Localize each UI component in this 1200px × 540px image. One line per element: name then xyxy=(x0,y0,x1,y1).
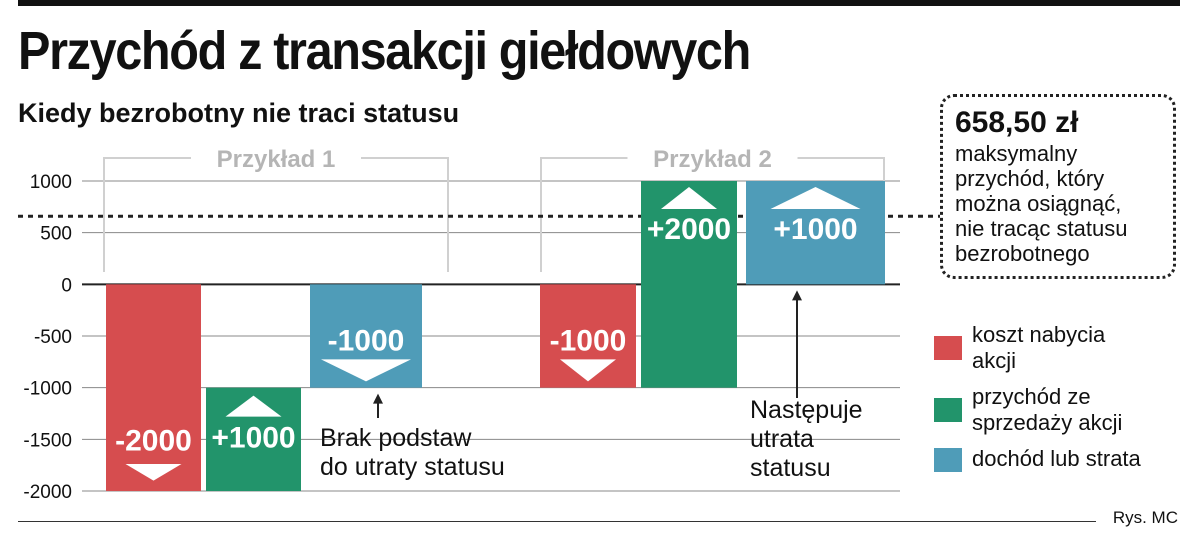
legend-swatch-cost xyxy=(934,336,962,360)
callout-amount: 658,50 zł xyxy=(955,106,1079,139)
arrow-down-icon xyxy=(125,464,182,481)
arrow-down-icon xyxy=(321,359,411,382)
credit: Rys. MC xyxy=(1112,508,1178,527)
annotation-arrowhead-icon xyxy=(792,290,802,301)
legend-label-line: koszt nabycia xyxy=(972,322,1106,347)
annotation-text: utrata xyxy=(750,425,814,453)
y-tick-label: -1500 xyxy=(23,430,72,451)
annotation-text: statusu xyxy=(750,454,831,482)
group-bracket xyxy=(103,157,449,272)
bar-value-label: -2000 xyxy=(115,424,192,457)
arrow-up-icon xyxy=(225,395,282,417)
y-tick-label: -2000 xyxy=(23,482,72,503)
arrow-up-icon xyxy=(770,187,861,209)
y-tick-label: -500 xyxy=(34,327,72,348)
legend-label-line: sprzedaży akcji xyxy=(972,410,1123,435)
legend-label-result: dochód lub strata xyxy=(972,446,1141,472)
legend-item-cost: koszt nabycia akcji xyxy=(934,322,1184,374)
bar-revenue xyxy=(641,181,737,388)
callout-line: można osiągnąć, xyxy=(955,191,1122,216)
legend: koszt nabycia akcji przychód ze sprzedaż… xyxy=(934,322,1184,482)
legend-label-cost: koszt nabycia akcji xyxy=(972,322,1105,374)
y-tick-label: 1000 xyxy=(30,172,72,193)
callout-line: maksymalny xyxy=(955,141,1078,166)
legend-label-line: dochód lub strata xyxy=(972,446,1141,471)
group-label: Przykład 2 xyxy=(653,146,772,173)
max-income-callout: 658,50 zł maksymalny przychód, który moż… xyxy=(940,94,1176,279)
chart-title: Przychód z transakcji giełdowych xyxy=(18,21,751,81)
y-tick-label: 0 xyxy=(61,275,72,296)
callout-line: przychód, który xyxy=(955,166,1105,191)
annotation-text: Brak podstaw xyxy=(320,424,472,452)
legend-item-result: dochód lub strata xyxy=(934,446,1184,472)
legend-swatch-revenue xyxy=(934,398,962,422)
chart-subtitle: Kiedy bezrobotny nie traci statusu xyxy=(18,98,460,128)
callout-line: bezrobotnego xyxy=(955,241,1090,266)
y-tick-label: 500 xyxy=(40,224,72,245)
group-label: Przykład 1 xyxy=(217,146,336,173)
bar-cost xyxy=(106,284,201,491)
legend-swatch-result xyxy=(934,448,962,472)
bar-value-label: -1000 xyxy=(328,324,405,357)
arrow-up-icon xyxy=(661,187,717,209)
bar-value-label: +1000 xyxy=(211,422,295,455)
bar-value-label: +1000 xyxy=(773,213,857,246)
bar-value-label: -1000 xyxy=(550,324,627,357)
y-tick-label: -1000 xyxy=(23,379,72,400)
legend-label-line: akcji xyxy=(972,348,1017,373)
legend-label-line: przychód ze xyxy=(972,384,1091,409)
legend-label-revenue: przychód ze sprzedaży akcji xyxy=(972,384,1122,436)
bar-value-label: +2000 xyxy=(647,213,731,246)
annotation-text: Następuje xyxy=(750,396,863,424)
arrow-down-icon xyxy=(560,359,616,382)
legend-item-revenue: przychód ze sprzedaży akcji xyxy=(934,384,1184,436)
callout-line: nie tracąc statusu xyxy=(955,216,1128,241)
annotation-arrowhead-icon xyxy=(373,393,383,404)
annotation-text: do utraty statusu xyxy=(320,453,505,481)
top-rule xyxy=(18,0,1180,6)
callout-description: maksymalny przychód, który można osiągną… xyxy=(955,141,1161,266)
bottom-rule xyxy=(18,521,1096,522)
